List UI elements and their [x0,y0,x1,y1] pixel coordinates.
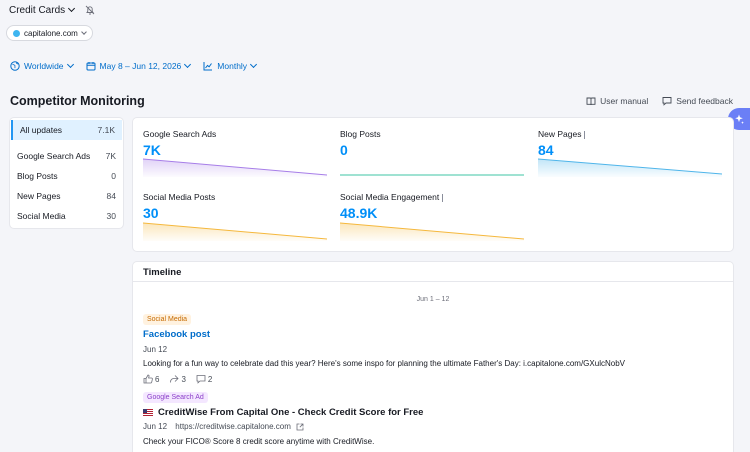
date-range-label: May 8 – Jun 12, 2026 [99,61,182,71]
period-label: Monthly [217,61,248,71]
region-filter-label: Worldwide [24,61,64,71]
calendar-icon [86,62,96,71]
sidebar-item-count: 7.1K [97,125,116,135]
metric-value: 48.9K [340,205,378,221]
chevron-down-icon [66,60,74,69]
feedback-icon [662,97,672,106]
sparkline [143,222,327,241]
filters-bar: Worldwide May 8 – Jun 12, 2026 Monthly [10,60,258,71]
comments-count: 2 [207,374,213,384]
page-title: Competitor Monitoring [10,94,145,108]
timeline-title: Timeline [143,267,182,278]
sparkle-icon [735,114,744,124]
sidebar-item-blog-posts[interactable]: Blog Posts 0 [10,166,123,186]
domain-selector[interactable]: capitalone.com [6,25,93,41]
divider [133,281,733,282]
line-chart-icon [203,62,213,71]
metric-new-pages[interactable]: New Pages 84 [538,129,726,177]
sidebar-item-label: New Pages [17,191,61,201]
metric-label: Social Media Engagement [340,192,528,202]
metric-social-media-posts[interactable]: Social Media Posts 30 [143,192,331,241]
us-flag-icon [143,408,153,416]
comments-stat: 2 [196,374,212,384]
timeline-range: Jun 1 – 12 [416,296,450,303]
bell-off-icon[interactable] [84,4,96,16]
post-type-badge: Social Media [143,314,192,325]
post-date: Jun 12 [143,345,168,354]
user-manual-label: User manual [600,96,649,106]
sparkline [340,222,524,241]
metric-value: 30 [143,205,159,221]
sidebar-item-social-media[interactable]: Social Media 30 [10,206,123,226]
sidebar-item-label: Google Search Ads [17,151,91,161]
info-icon[interactable] [442,193,446,202]
sidebar-item-count: 84 [106,191,116,201]
sidebar-item-new-pages[interactable]: New Pages 84 [10,186,123,206]
globe-icon [10,61,20,71]
metric-label: New Pages [538,129,726,139]
metrics-panel: Google Search Ads 7K Blog Posts 0 New Pa… [133,118,733,251]
sidebar-item-count: 0 [111,171,116,181]
chevron-down-icon [184,60,192,69]
send-feedback-link[interactable]: Send feedback [662,96,733,106]
thumbs-up-icon [143,374,153,384]
likes-count: 6 [155,374,160,384]
chevron-down-icon [250,60,258,69]
metric-label: Social Media Posts [143,192,216,202]
info-icon[interactable] [584,130,588,139]
top-links: User manual Send feedback [586,96,733,106]
book-icon [586,97,596,106]
comment-icon [196,375,206,384]
metric-google-search-ads[interactable]: Google Search Ads 7K [143,129,331,177]
share-icon [170,375,180,383]
ad-url-link[interactable]: https://creditwise.capitalone.com [175,422,291,431]
sidebar-item-label: Social Media [17,211,66,221]
post-type-badge: Google Search Ad [143,392,208,403]
sidebar-item-label: All updates [20,125,63,135]
sidebar-item-count: 7K [105,151,116,161]
user-manual-link[interactable]: User manual [586,96,648,106]
sidebar-item-count: 30 [106,211,116,221]
post-text: Check your FICO® Score 8 credit score an… [143,437,375,446]
project-title: Credit Cards [9,4,66,16]
sparkline [340,174,524,176]
ai-assistant-button[interactable] [728,108,750,130]
update-type-sidebar: All updates 7.1K Google Search Ads 7K Bl… [10,118,123,228]
metric-value: 7K [143,142,161,158]
post-date: Jun 12 [143,422,168,431]
metric-label: Google Search Ads [143,129,217,139]
sparkline [143,158,327,177]
sidebar-item-google-search-ads[interactable]: Google Search Ads 7K [10,146,123,166]
chevron-down-icon [80,28,87,35]
shares-stat: 3 [169,374,186,384]
ad-title[interactable]: CreditWise From Capital One - Check Cred… [143,407,423,418]
sidebar-item-label: Blog Posts [17,171,58,181]
metric-label: Blog Posts [340,129,381,139]
domain-label: capitalone.com [24,28,78,38]
metric-blog-posts[interactable]: Blog Posts 0 [340,129,528,176]
external-link-icon[interactable] [296,423,304,431]
project-selector[interactable]: Credit Cards [9,4,96,16]
post-stats: 6 3 2 [143,374,212,384]
period-filter[interactable]: Monthly [203,60,258,71]
post-title-link[interactable]: Facebook post [143,329,211,340]
send-feedback-label: Send feedback [676,96,733,106]
shares-count: 3 [181,374,186,384]
metric-value: 84 [538,142,554,158]
domain-color-dot [13,29,20,37]
timeline-panel: Timeline Jun 1 – 12 Social Media Faceboo… [133,262,733,452]
date-range-filter[interactable]: May 8 – Jun 12, 2026 [86,60,192,71]
sidebar-item-all-updates[interactable]: All updates 7.1K [11,120,122,140]
ad-meta: Jun 12 https://creditwise.capitalone.com [143,422,304,431]
likes-stat: 6 [143,374,159,384]
region-filter[interactable]: Worldwide [10,60,74,71]
chevron-down-icon [68,4,76,13]
metric-value: 0 [340,142,348,158]
post-text: Looking for a fun way to celebrate dad t… [143,359,625,368]
sparkline [538,158,722,177]
metric-social-media-engagement[interactable]: Social Media Engagement 48.9K [340,192,528,241]
